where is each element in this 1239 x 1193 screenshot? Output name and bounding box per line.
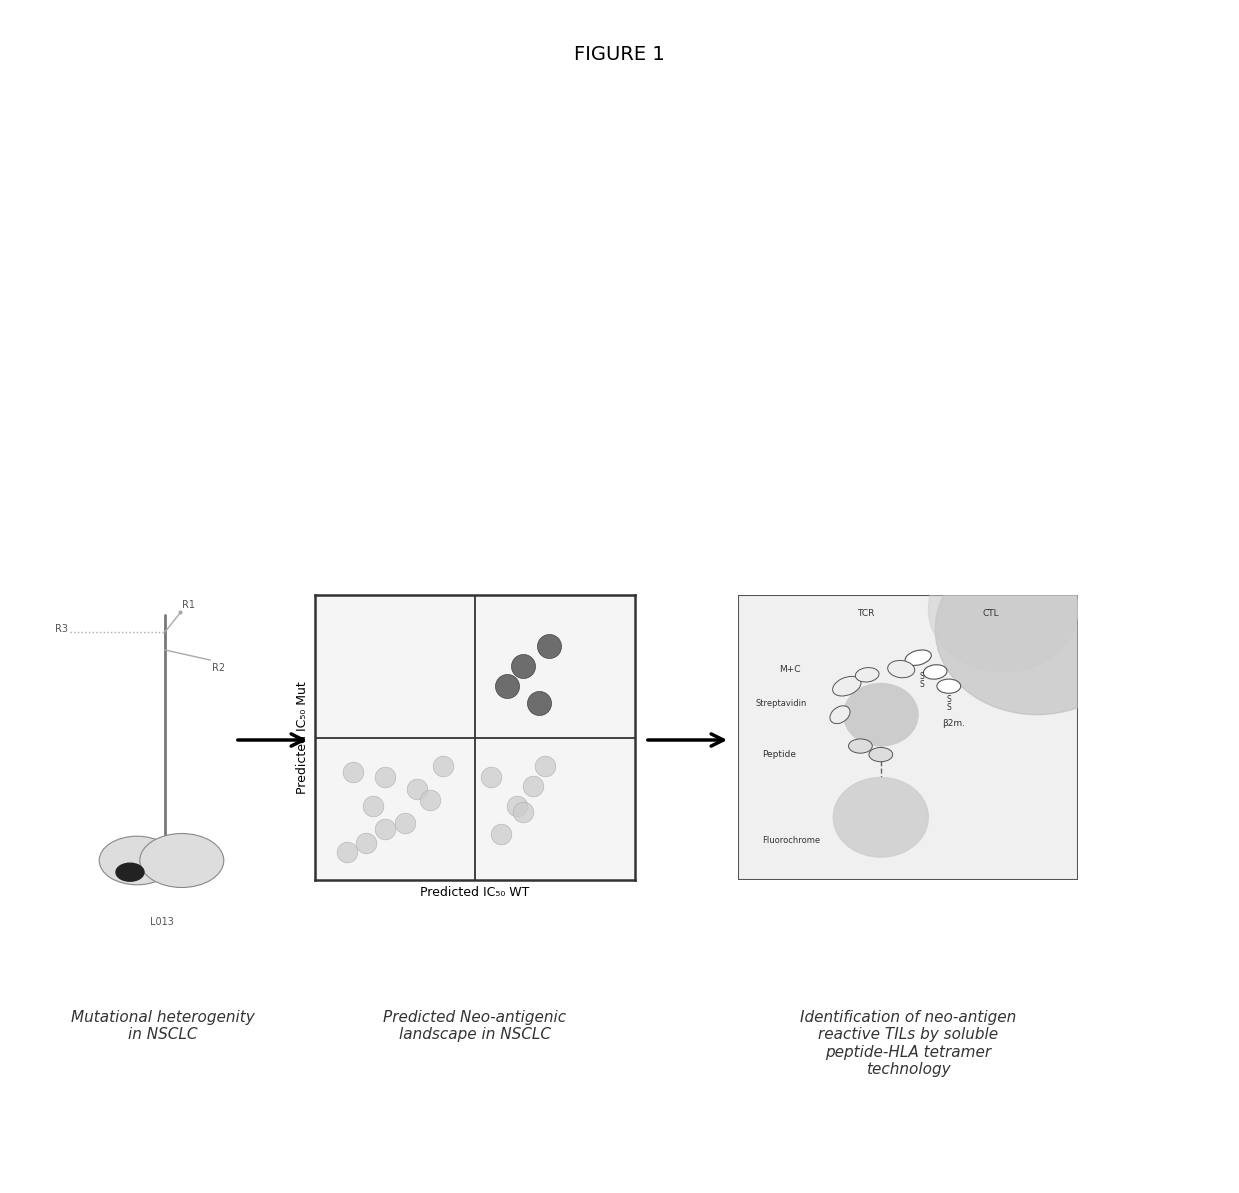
Circle shape bbox=[844, 684, 918, 746]
Circle shape bbox=[935, 544, 1139, 715]
X-axis label: Predicted IC₅₀ WT: Predicted IC₅₀ WT bbox=[420, 885, 530, 898]
Ellipse shape bbox=[830, 706, 850, 724]
Point bbox=[513, 656, 533, 675]
Text: Streptavidin: Streptavidin bbox=[755, 699, 807, 707]
Text: Mutational heterogenity
in NSCLC: Mutational heterogenity in NSCLC bbox=[71, 1010, 255, 1043]
Point bbox=[507, 797, 527, 816]
Ellipse shape bbox=[887, 661, 914, 678]
Point bbox=[523, 777, 543, 796]
Point bbox=[337, 842, 357, 861]
Point bbox=[535, 756, 555, 775]
Ellipse shape bbox=[906, 650, 932, 666]
Point bbox=[357, 834, 377, 853]
Circle shape bbox=[99, 836, 175, 885]
Point bbox=[497, 676, 517, 696]
Ellipse shape bbox=[937, 679, 960, 693]
Text: TCR: TCR bbox=[857, 610, 875, 618]
Text: M+C: M+C bbox=[779, 665, 800, 674]
Text: Peptide: Peptide bbox=[762, 750, 795, 759]
Point bbox=[363, 797, 383, 816]
Ellipse shape bbox=[869, 748, 893, 761]
Y-axis label: Predicted IC₅₀ Mut: Predicted IC₅₀ Mut bbox=[296, 681, 310, 793]
Text: Identification of neo-antigen
reactive TILs by soluble
peptide-HLA tetramer
tech: Identification of neo-antigen reactive T… bbox=[800, 1010, 1016, 1077]
Ellipse shape bbox=[923, 665, 947, 679]
Text: CTL: CTL bbox=[983, 610, 1000, 618]
Text: FIGURE 1: FIGURE 1 bbox=[574, 45, 664, 64]
Text: β2m.: β2m. bbox=[942, 718, 965, 728]
Text: L013: L013 bbox=[150, 917, 175, 927]
Point bbox=[343, 762, 363, 781]
Circle shape bbox=[140, 834, 224, 888]
Point bbox=[408, 779, 427, 798]
Point bbox=[529, 694, 549, 713]
Point bbox=[539, 637, 559, 656]
Circle shape bbox=[928, 546, 1078, 672]
Ellipse shape bbox=[855, 668, 878, 682]
Ellipse shape bbox=[849, 738, 872, 753]
Point bbox=[513, 802, 533, 821]
Text: Predicted Neo-antigenic
landscape in NSCLC: Predicted Neo-antigenic landscape in NSC… bbox=[383, 1010, 566, 1043]
Ellipse shape bbox=[833, 676, 861, 696]
Text: R1: R1 bbox=[182, 600, 195, 610]
Point bbox=[375, 820, 395, 839]
Circle shape bbox=[116, 864, 144, 882]
Point bbox=[375, 768, 395, 787]
Point bbox=[395, 814, 415, 833]
Text: R2: R2 bbox=[212, 663, 225, 673]
Text: S
S: S S bbox=[947, 696, 952, 711]
Text: Fluorochrome: Fluorochrome bbox=[762, 835, 820, 845]
Text: S
S: S S bbox=[919, 672, 924, 688]
Point bbox=[420, 791, 440, 810]
Point bbox=[434, 756, 453, 775]
Point bbox=[491, 824, 510, 843]
Text: R3: R3 bbox=[55, 624, 68, 633]
Circle shape bbox=[833, 778, 928, 858]
Point bbox=[481, 768, 501, 787]
